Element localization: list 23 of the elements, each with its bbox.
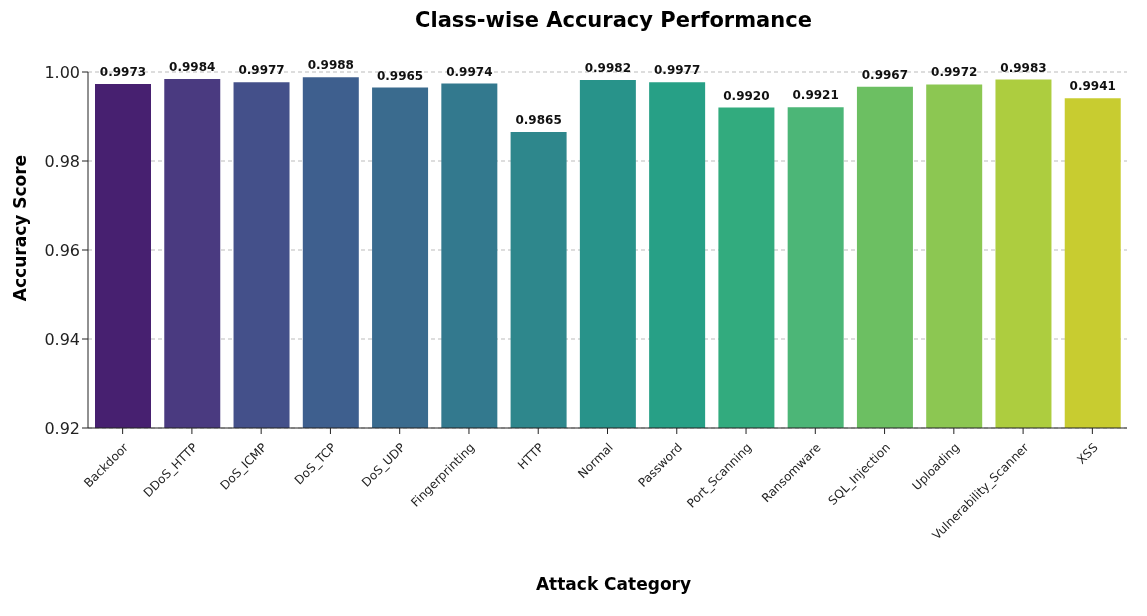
data-label: 0.9921 (792, 88, 839, 103)
data-label: 0.9941 (1069, 79, 1116, 94)
data-label: 0.9983 (1000, 60, 1047, 75)
y-tick-label: 0.98 (44, 151, 80, 171)
chart-title: Class-wise Accuracy Performance (414, 8, 813, 34)
data-label: 0.9973 (99, 65, 147, 80)
data-label: 0.9972 (931, 65, 978, 80)
y-tick-label: 1.00 (44, 62, 80, 82)
data-label: 0.9865 (515, 113, 562, 128)
y-axis-title: Accuracy Score (10, 154, 31, 302)
data-label: 0.9977 (238, 63, 285, 78)
x-axis-title: Attack Category (534, 574, 693, 594)
y-tick-label: 0.94 (44, 329, 80, 349)
data-label: 0.9988 (307, 58, 354, 73)
data-label: 0.9984 (169, 60, 216, 75)
data-label: 0.9967 (861, 67, 909, 82)
y-tick-label: 0.96 (44, 240, 80, 260)
data-label: 0.9920 (723, 88, 770, 103)
data-label: 0.9977 (653, 63, 701, 78)
y-tick-label: 0.92 (44, 418, 80, 438)
data-label: 0.9974 (446, 64, 493, 79)
data-label: 0.9982 (584, 61, 632, 76)
data-label: 0.9965 (376, 68, 424, 83)
